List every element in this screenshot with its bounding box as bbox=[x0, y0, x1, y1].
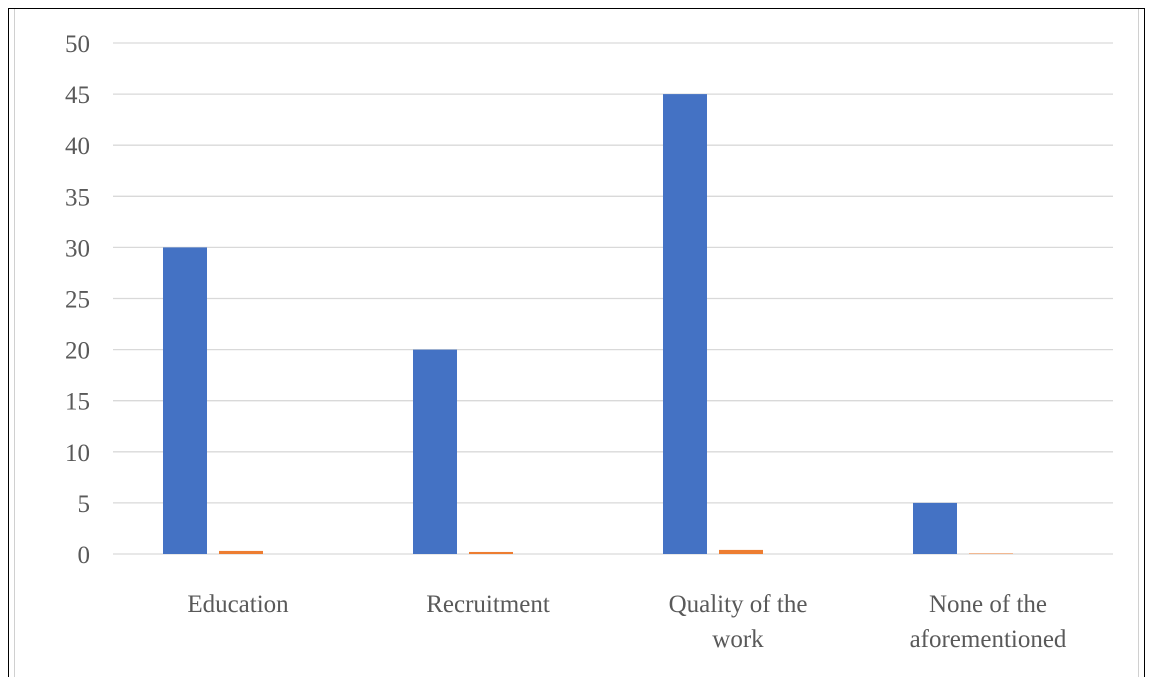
y-tick-label: 35 bbox=[65, 184, 90, 211]
frame-inner-left-line bbox=[14, 9, 15, 677]
frame-inner-right-line bbox=[1138, 9, 1139, 677]
y-tick-label: 20 bbox=[65, 338, 90, 365]
y-axis-tick-labels: 0 5 10 15 20 25 30 35 40 45 50 bbox=[65, 31, 90, 569]
x-category-label: Recruitment bbox=[426, 591, 550, 618]
bar-series-2 bbox=[719, 549, 763, 554]
bar-series-1 bbox=[163, 247, 207, 554]
y-tick-label: 45 bbox=[65, 82, 90, 109]
x-category-label: Education bbox=[187, 591, 289, 618]
chart-frame bbox=[8, 8, 1145, 677]
y-tick-label: 15 bbox=[65, 389, 90, 416]
x-category-label: Quality of the work bbox=[669, 591, 808, 653]
bar-series-1 bbox=[663, 94, 707, 554]
bar-series-1 bbox=[913, 502, 957, 554]
bar-series-1 bbox=[413, 349, 457, 554]
bar-series-2 bbox=[219, 550, 263, 554]
y-tick-label: 25 bbox=[65, 287, 90, 314]
y-tick-label: 10 bbox=[65, 440, 90, 467]
y-tick-label: 5 bbox=[78, 491, 91, 518]
y-tick-label: 30 bbox=[65, 235, 90, 262]
y-tick-label: 40 bbox=[65, 133, 90, 160]
y-tick-label: 50 bbox=[65, 31, 90, 58]
bar-series-2 bbox=[469, 551, 513, 554]
bar-series-2 bbox=[969, 553, 1013, 554]
x-category-label: None of the aforementioned bbox=[910, 591, 1067, 653]
gridlines bbox=[113, 42, 1113, 555]
x-axis-category-labels: Education Recruitment Quality of the work No… bbox=[187, 591, 1067, 653]
bars bbox=[163, 94, 1013, 554]
y-tick-label: 0 bbox=[78, 542, 91, 569]
